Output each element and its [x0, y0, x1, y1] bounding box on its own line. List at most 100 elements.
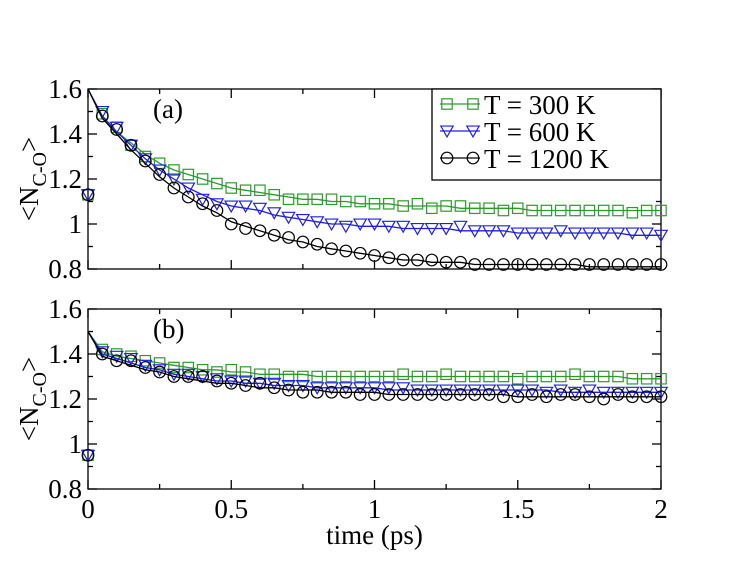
- data-point: [468, 202, 481, 215]
- data-point: [224, 375, 239, 389]
- data-point: [224, 217, 238, 231]
- data-point: [80, 189, 96, 202]
- data-point: [152, 164, 167, 178]
- data-point: [352, 382, 368, 395]
- data-point: [181, 182, 196, 196]
- data-point: [338, 220, 354, 234]
- data-point: [583, 204, 596, 217]
- data-point: [439, 255, 453, 269]
- series-1: [82, 331, 667, 462]
- data-point: [123, 352, 139, 366]
- data-point: [352, 218, 368, 232]
- data-point: [510, 227, 525, 241]
- data-point: [540, 390, 553, 404]
- data-point: [583, 370, 596, 383]
- data-point: [654, 390, 668, 404]
- data-point: [567, 386, 583, 400]
- data-point: [296, 235, 310, 249]
- data-point: [281, 211, 296, 225]
- y-tick-label: 1.4: [48, 119, 82, 149]
- data-point: [625, 386, 640, 400]
- y-axis-title-subscript: C-O: [29, 152, 51, 186]
- data-point: [610, 386, 626, 400]
- data-point: [411, 197, 424, 210]
- data-point: [653, 386, 669, 400]
- data-point: [424, 384, 440, 398]
- data-point: [395, 382, 411, 395]
- data-point: [81, 448, 95, 462]
- data-point: [310, 385, 324, 399]
- data-point: [497, 258, 510, 271]
- data-point: [224, 376, 238, 390]
- data-point: [482, 258, 496, 271]
- data-point: [138, 153, 153, 166]
- data-point: [483, 202, 495, 215]
- data-point: [426, 370, 438, 383]
- data-point: [367, 382, 382, 395]
- data-point: [468, 388, 482, 401]
- data-point: [168, 361, 180, 374]
- data-point: [182, 361, 195, 374]
- data-point: [166, 368, 182, 382]
- data-point: [597, 392, 611, 406]
- data-point: [454, 388, 467, 401]
- data-point: [253, 376, 267, 390]
- data-point: [639, 227, 654, 241]
- data-point: [640, 372, 653, 385]
- data-point: [440, 200, 452, 212]
- data-point: [510, 384, 525, 398]
- data-point: [395, 220, 411, 234]
- data-point: [597, 204, 610, 217]
- data-point: [167, 181, 181, 195]
- data-point: [309, 216, 325, 229]
- data-point: [653, 229, 669, 243]
- series-2: [80, 88, 669, 243]
- data-point: [310, 237, 324, 251]
- data-point: [411, 253, 424, 267]
- data-point: [483, 370, 495, 383]
- data-point: [596, 386, 611, 400]
- data-point: [454, 370, 467, 383]
- panel-label: (a): [153, 94, 183, 124]
- data-point: [497, 204, 510, 217]
- data-point: [440, 368, 452, 381]
- data-point: [138, 361, 152, 374]
- data-point: [282, 383, 295, 397]
- data-point: [639, 386, 654, 400]
- y-tick-label: 1: [69, 209, 83, 239]
- data-point: [138, 359, 153, 373]
- data-point: [95, 109, 109, 123]
- data-point: [397, 200, 409, 212]
- data-point: [182, 168, 195, 181]
- data-point: [181, 370, 195, 383]
- data-point: [597, 258, 611, 271]
- legend-marker: [466, 151, 480, 165]
- series-3: [81, 331, 668, 462]
- data-point: [254, 184, 266, 197]
- data-point: [397, 368, 409, 381]
- data-point: [297, 370, 309, 383]
- data-point: [239, 366, 252, 378]
- data-point: [311, 370, 323, 383]
- data-point: [81, 188, 95, 202]
- data-point: [282, 370, 295, 383]
- data-point: [481, 225, 497, 238]
- data-point: [411, 388, 424, 401]
- data-point: [181, 190, 195, 204]
- legend-marker: [441, 98, 453, 110]
- data-point: [209, 198, 225, 211]
- data-point: [196, 173, 209, 185]
- data-point: [239, 184, 252, 197]
- data-point: [211, 177, 223, 190]
- data-point: [339, 385, 353, 399]
- data-point: [238, 375, 253, 389]
- y-axis-title-main: <N: [14, 186, 44, 221]
- data-point: [526, 204, 538, 217]
- data-point: [225, 363, 238, 376]
- data-point: [282, 193, 295, 206]
- data-point: [582, 384, 597, 398]
- data-point: [325, 193, 338, 206]
- data-point: [582, 258, 596, 271]
- x-tick-label: 1: [368, 494, 382, 524]
- data-point: [124, 354, 138, 368]
